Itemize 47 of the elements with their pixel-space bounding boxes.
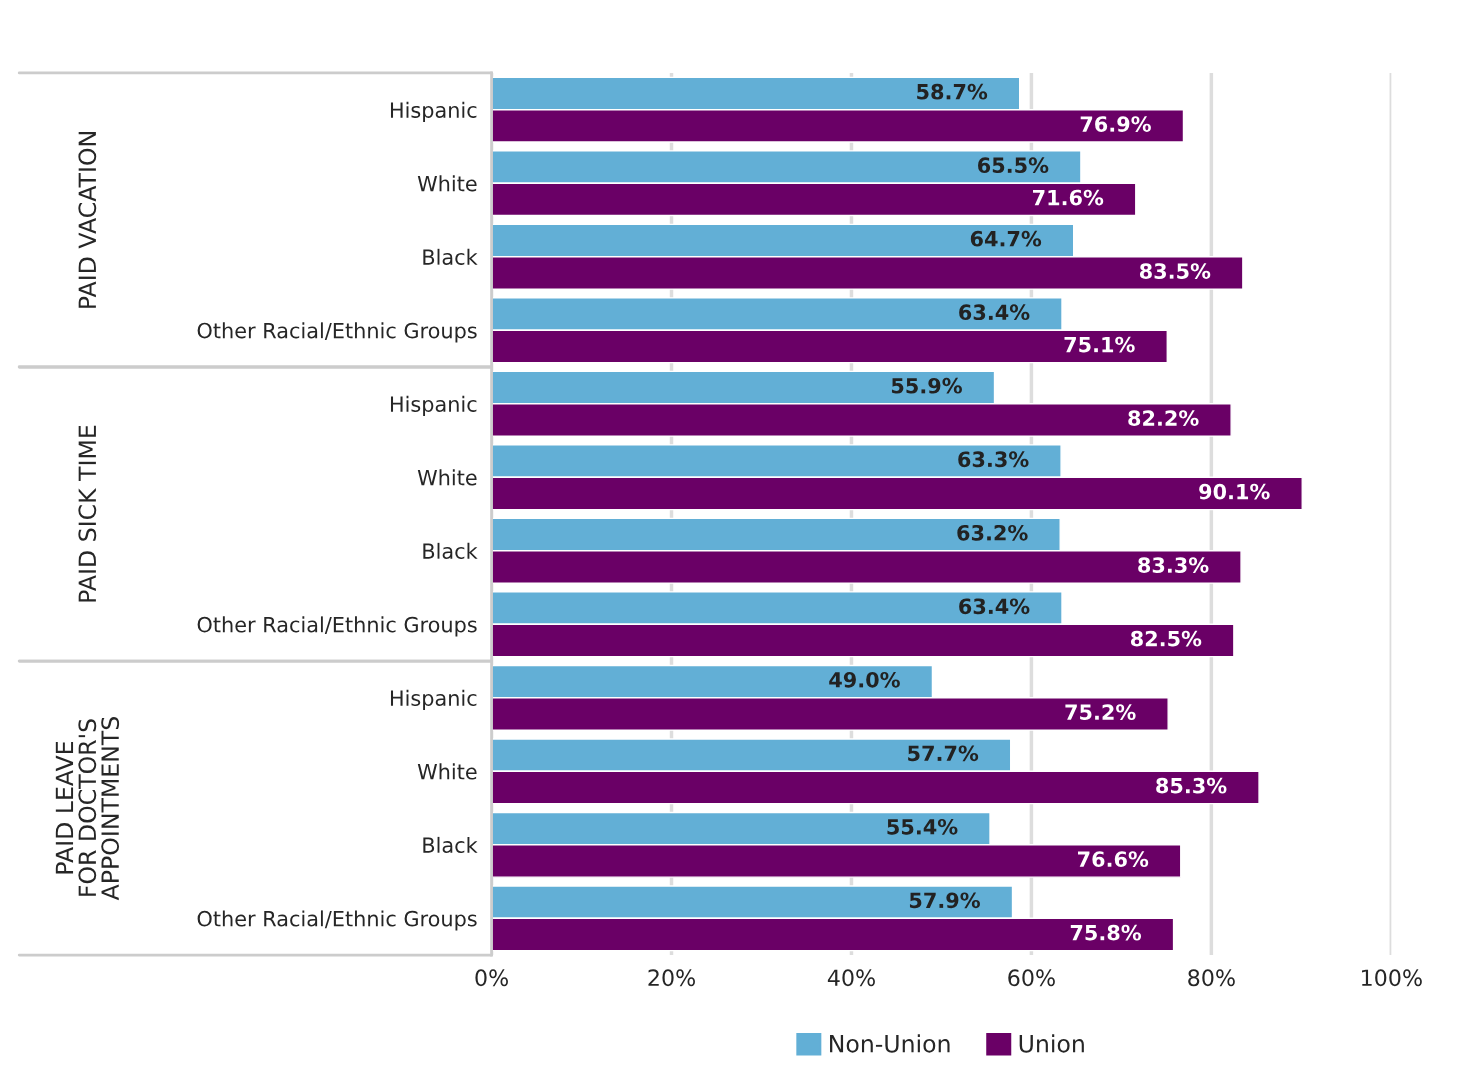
data-label: 82.5% (1130, 630, 1202, 647)
data-label: 64.7% (970, 230, 1042, 247)
data-label: 63.4% (959, 598, 1030, 615)
data-label: 83.3% (1138, 557, 1209, 573)
x-tick-label: 60% (1008, 969, 1055, 987)
y-tick-label: White (417, 469, 477, 486)
data-label: 85.3% (1156, 777, 1227, 794)
y-tick-label: Hispanic (390, 101, 477, 122)
y-tick-label: Other Racial/Ethnic Groups (197, 910, 477, 931)
data-label: 63.4% (959, 304, 1030, 321)
data-label: 71.6% (1033, 189, 1104, 206)
y-tick-label: Other Racial/Ethnic Groups (197, 322, 477, 343)
y-tick-label: Black (423, 248, 478, 265)
data-label: 63.3% (958, 451, 1029, 468)
text: PAID SICK TIME (78, 425, 97, 602)
data-label: 75.1% (1064, 336, 1135, 353)
data-label: 65.5% (978, 157, 1049, 174)
y-tick-label: Other Racial/Ethnic Groups (197, 616, 477, 637)
data-label: 76.6% (1078, 851, 1149, 868)
x-tick-label: 40% (827, 969, 875, 987)
data-label: 75.8% (1070, 924, 1142, 941)
data-label: 82.2% (1128, 410, 1199, 426)
y-tick-label: White (417, 763, 477, 780)
data-label: 49.0% (829, 671, 900, 688)
y-tick-label: Black (423, 542, 478, 559)
y-tick-label: White (417, 175, 477, 192)
text: PAID VACATION (78, 132, 97, 308)
x-tick-label: 80% (1188, 969, 1235, 987)
data-label: 57.9% (909, 892, 980, 909)
y-tick-label: Hispanic (390, 689, 477, 711)
x-tick-label: 0% (475, 969, 508, 987)
y-tick-label: Black (423, 836, 478, 853)
x-tick-label: 100% (1361, 969, 1422, 987)
data-label: 75.2% (1065, 704, 1136, 720)
data-label: 76.9% (1080, 116, 1151, 132)
data-label: 57.7% (908, 745, 979, 762)
data-label: 83.5% (1139, 263, 1211, 279)
data-label: 55.9% (891, 377, 962, 394)
legend-label: Non-Union (830, 1034, 950, 1053)
x-tick-label: 20% (648, 969, 695, 987)
data-label: 58.7% (917, 83, 988, 100)
legend-label: Union (1019, 1034, 1084, 1053)
data-label: 55.4% (887, 818, 958, 835)
y-tick-label: Hispanic (390, 395, 477, 416)
data-label: 90.1% (1199, 483, 1270, 500)
data-label: 63.2% (957, 524, 1028, 541)
text: PAID LEAVE FOR DOCTOR'S APPOINTMENTS (55, 717, 120, 901)
